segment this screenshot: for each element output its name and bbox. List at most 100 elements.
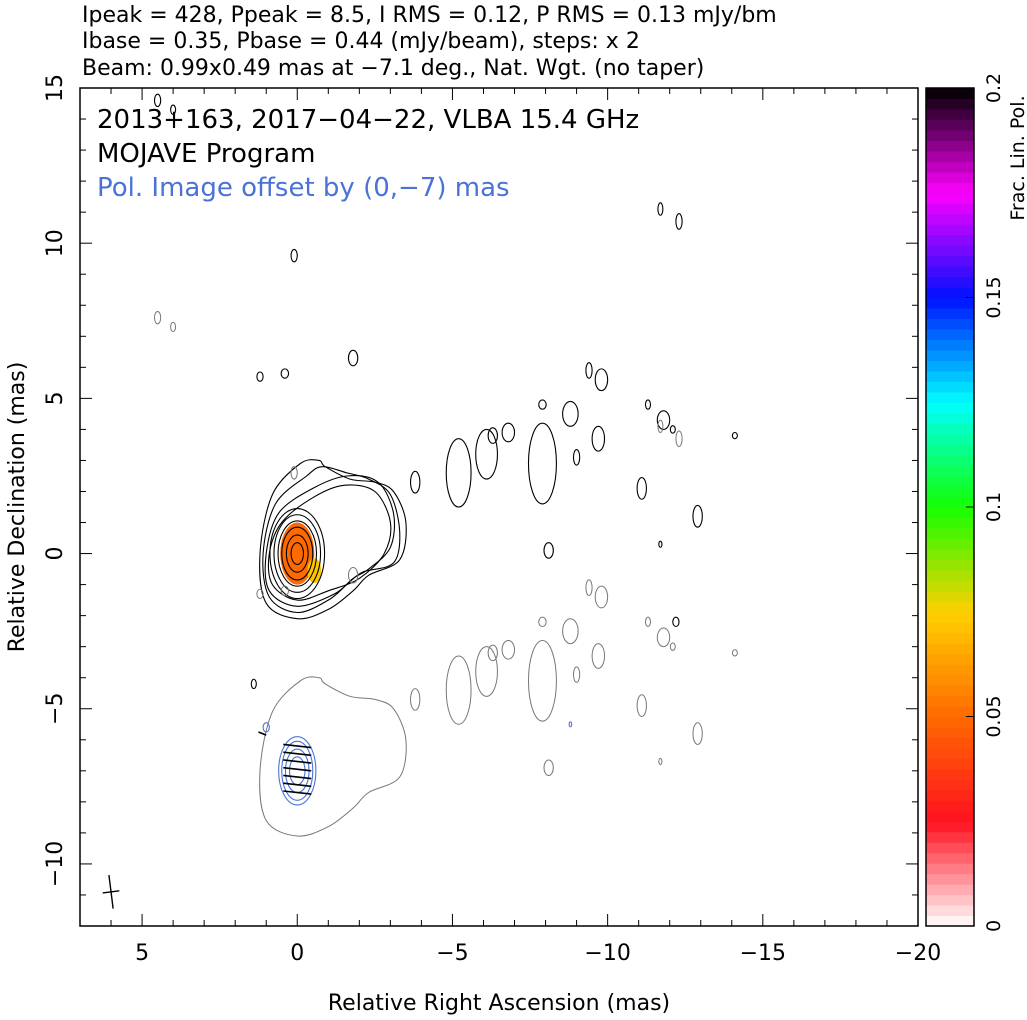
colorbar-step [926,768,974,780]
evpa-tick [283,790,312,795]
colorbar-step [926,276,974,288]
colorbar-step [926,548,974,560]
colorbar-step [926,108,974,121]
colorbar-step [926,601,974,613]
pol-jet-component [572,666,581,683]
i-extended-contour [264,475,396,607]
pol-offset-annotation: Pol. Image offset by (0,−7) mas [97,173,510,203]
colorbar-step [926,653,974,665]
i-jet-component [656,410,671,430]
pol-jet-component [644,616,651,627]
colorbar-step [926,444,974,456]
colorbar-tick-label: 0.1 [983,492,1005,522]
colorbar-step [926,370,974,382]
colorbar-step [926,905,974,917]
colorbar-step [926,726,974,739]
beam-minor-axis [102,890,120,894]
colorbar-tick-label: 0.15 [983,276,1005,318]
i-jet-component [594,368,609,392]
colorbar-step [926,517,974,529]
colorbar-step [926,287,974,299]
colorbar-step [926,465,974,477]
x-tick-label: −15 [740,941,786,966]
colorbar-step [926,129,974,141]
colorbar-step [926,171,974,183]
pol-jet-component [543,759,554,776]
colorbar-step [926,203,974,215]
x-tick-label: −20 [895,941,941,966]
colorbar-step [926,590,974,602]
colorbar-step [926,150,974,162]
header-line-3: Beam: 0.99x0.49 mas at −7.1 deg., Nat. W… [82,56,704,81]
i-jet-component [527,422,557,505]
pol-jet-component [692,722,703,745]
pol-jet-component [487,644,498,662]
pol-jet-component [445,655,472,725]
i-jet-component [501,422,516,443]
colorbar-step [926,800,974,812]
frac-pol-core-patch [280,522,315,585]
i-jet-component [280,368,290,379]
i-core-contour [277,520,318,587]
axis-ticks [79,87,919,927]
colorbar-step [926,716,974,728]
i-jet-component [692,504,703,528]
i-core-contour [290,542,305,565]
pol-jet-component [658,757,663,766]
colorbar-step [926,884,974,896]
colorbar-step [926,119,974,131]
y-tick-label: 10 [43,229,68,257]
colorbar-tick-label: 0.05 [983,695,1005,737]
pol-total-contour [259,676,407,837]
i-jet-component [487,427,498,444]
i-jet-component [657,202,664,216]
i-jet-component [170,104,177,115]
evpa-tick [258,731,267,736]
colorbar: 0 0.05 0.1 0.15 0.2 Frac. Lin. Pol. [925,73,1027,932]
colorbar-step [926,297,974,309]
pol-jet-component [290,466,298,480]
colorbar-step [926,486,974,498]
pol-jet-component [280,585,290,596]
y-axis-title: Relative Declination (mas) [5,362,30,653]
colorbar-step [926,98,974,110]
colorbar-step [926,349,974,361]
pol-jet-component [657,419,664,434]
colorbar-step [926,496,974,508]
colorbar-step [926,559,974,571]
evpa-tick [283,743,312,749]
pol-jet-component [594,585,609,609]
colorbar-step [926,863,974,875]
colorbar-step [926,88,974,100]
i-jet-component [658,540,663,548]
colorbar-step [926,779,974,791]
i-jet-component [636,476,647,500]
pol-intensity-contour [278,736,317,806]
source-annotation: 2013+163, 2017−04−22, VLBA 15.4 GHz [97,105,639,135]
colorbar-step [926,758,974,770]
pol-jet-component [527,639,557,722]
evpa-tick [283,759,312,764]
colorbar-step [926,527,974,540]
plot-area [79,87,919,927]
pol-intensity-contour [568,721,573,728]
i-jet-component [591,425,606,452]
y-tick-label: −5 [43,693,68,725]
colorbar-step [926,423,974,435]
evpa-ticks [258,731,312,795]
evpa-tick [283,751,312,757]
colorbar-step [926,873,974,885]
pol-jet-component [562,618,579,645]
colorbar-step [926,611,974,623]
i-jet-component [731,431,738,440]
i-jet-component [644,399,652,410]
colorbar-step [926,192,974,204]
x-tick-label: 0 [290,941,304,966]
y-tick-label: 5 [43,391,68,405]
colorbar-step [926,161,974,173]
colorbar-step [926,182,974,194]
total-intensity-contours [153,93,738,690]
pol-jet-component [170,321,177,333]
i-extended-contour [262,466,401,614]
pol-jet-component [410,688,421,711]
